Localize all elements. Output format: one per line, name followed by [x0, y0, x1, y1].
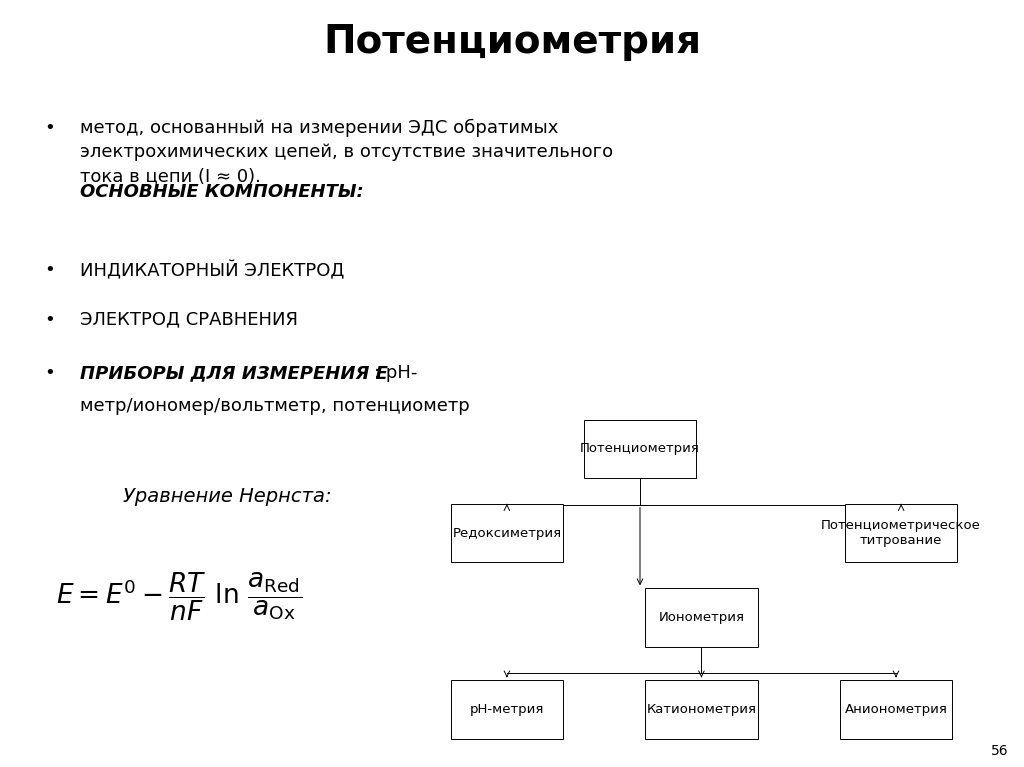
FancyBboxPatch shape — [840, 680, 952, 739]
Text: •: • — [44, 119, 54, 137]
FancyBboxPatch shape — [645, 680, 758, 739]
Text: Анионометрия: Анионометрия — [845, 703, 947, 716]
FancyBboxPatch shape — [645, 588, 758, 647]
Text: Потенциометрия: Потенциометрия — [580, 443, 700, 455]
FancyBboxPatch shape — [845, 504, 957, 562]
Text: •: • — [44, 364, 54, 382]
Text: рН-метрия: рН-метрия — [470, 703, 544, 716]
Text: ПРИБОРЫ ДЛЯ ИЗМЕРЕНИЯ Е: ПРИБОРЫ ДЛЯ ИЗМЕРЕНИЯ Е — [80, 364, 388, 382]
Text: 56: 56 — [991, 744, 1009, 758]
FancyBboxPatch shape — [451, 680, 563, 739]
Text: ЭЛЕКТРОД СРАВНЕНИЯ: ЭЛЕКТРОД СРАВНЕНИЯ — [80, 311, 298, 328]
Text: Катионометрия: Катионометрия — [646, 703, 757, 716]
Text: ИНДИКАТОРНЫЙ ЭЛЕКТРОД: ИНДИКАТОРНЫЙ ЭЛЕКТРОД — [80, 261, 344, 280]
FancyBboxPatch shape — [451, 504, 563, 562]
Text: Редоксиметрия: Редоксиметрия — [453, 527, 561, 539]
Text: •: • — [44, 261, 54, 278]
Text: Потенциометрия: Потенциометрия — [323, 23, 701, 61]
Text: : рН-: : рН- — [374, 364, 417, 382]
Text: Потенциометрическое
титрование: Потенциометрическое титрование — [821, 519, 981, 547]
Text: метр/иономер/вольтметр, потенциометр: метр/иономер/вольтметр, потенциометр — [80, 397, 470, 415]
Text: $E = E^0 - \dfrac{RT}{nF}\ \mathrm{ln}\ \dfrac{a_{\mathrm{Red}}}{a_{\mathrm{Ox}}: $E = E^0 - \dfrac{RT}{nF}\ \mathrm{ln}\ … — [56, 571, 303, 623]
Text: Ионометрия: Ионометрия — [658, 611, 744, 624]
Text: ОСНОВНЫЕ КОМПОНЕНТЫ:: ОСНОВНЫЕ КОМПОНЕНТЫ: — [80, 183, 364, 200]
FancyBboxPatch shape — [584, 420, 696, 478]
Text: •: • — [44, 311, 54, 328]
Text: метод, основанный на измерении ЭДС обратимых
электрохимических цепей, в отсутств: метод, основанный на измерении ЭДС обрат… — [80, 119, 613, 186]
Text: Уравнение Нернста:: Уравнение Нернста: — [123, 487, 332, 506]
